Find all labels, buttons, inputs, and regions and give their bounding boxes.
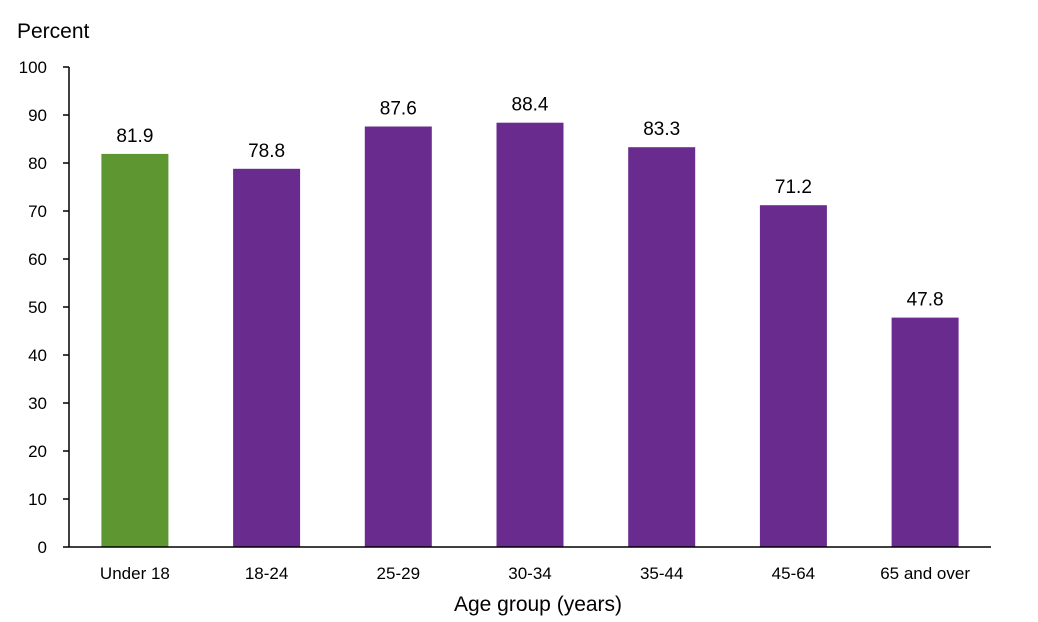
y-tick-label-1: 10 bbox=[28, 490, 47, 509]
data-label-4: 83.3 bbox=[643, 119, 680, 140]
bar-3 bbox=[496, 122, 564, 547]
category-label-5: 45-64 bbox=[772, 564, 815, 583]
category-label-3: 30-34 bbox=[508, 564, 551, 583]
y-axis: 0 10 20 30 40 50 60 70 80 90 100 bbox=[19, 58, 70, 557]
y-tick-label-9: 90 bbox=[28, 106, 47, 125]
data-label-1: 78.8 bbox=[248, 141, 285, 162]
y-tick-label-8: 80 bbox=[28, 154, 47, 173]
category-label-0: Under 18 bbox=[100, 564, 170, 583]
x-axis: Under 18 18-24 25-29 30-34 35-44 45-64 65 and … bbox=[69, 546, 991, 583]
category-label-6: 65 and over bbox=[880, 564, 970, 583]
y-tick-label-10: 100 bbox=[19, 58, 47, 77]
y-tick-label-7: 70 bbox=[28, 202, 47, 221]
category-label-4: 35-44 bbox=[640, 564, 683, 583]
data-label-0: 81.9 bbox=[116, 126, 153, 147]
bar-2 bbox=[364, 126, 432, 547]
bar-1 bbox=[233, 168, 301, 548]
data-label-6: 47.8 bbox=[907, 290, 944, 311]
y-tick-label-2: 20 bbox=[28, 442, 47, 461]
y-tick-label-3: 30 bbox=[28, 394, 47, 413]
bar-0 bbox=[101, 153, 169, 547]
data-label-3: 88.4 bbox=[512, 95, 549, 116]
bar-4 bbox=[628, 147, 696, 547]
category-label-2: 25-29 bbox=[377, 564, 420, 583]
y-tick-label-6: 60 bbox=[28, 250, 47, 269]
y-tick-label-5: 50 bbox=[28, 298, 47, 317]
y-tick-label-4: 40 bbox=[28, 346, 47, 365]
y-axis-title: Percent bbox=[17, 20, 90, 43]
bars-group: 81.9 78.8 87.6 88.4 83.3 71.2 47.8 bbox=[101, 95, 959, 548]
category-label-1: 18-24 bbox=[245, 564, 288, 583]
y-tick-label-0: 0 bbox=[38, 538, 47, 557]
x-axis-title: Age group (years) bbox=[454, 593, 622, 616]
bar-6 bbox=[891, 317, 959, 547]
bar-5 bbox=[759, 205, 827, 547]
data-label-2: 87.6 bbox=[380, 99, 417, 120]
data-label-5: 71.2 bbox=[775, 177, 812, 198]
